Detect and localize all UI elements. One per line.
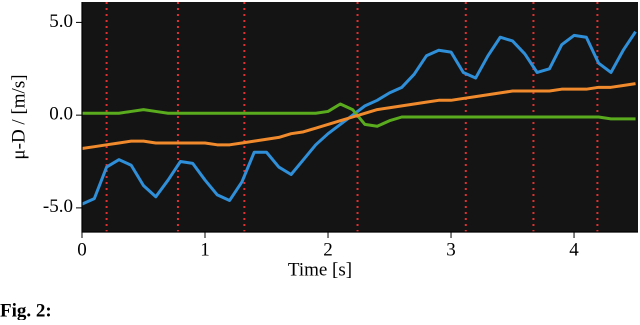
- data-line: [81, 82, 636, 151]
- data-line: [82, 102, 636, 128]
- x-tick-label: 2: [323, 239, 333, 260]
- x-tick-label: 0: [77, 239, 87, 260]
- y-axis-label: μ-D / [m/s]: [8, 74, 29, 159]
- caption: Fig. 2:: [0, 300, 52, 320]
- x-tick-label: 4: [569, 239, 579, 260]
- x-axis-label: Time [s]: [288, 259, 352, 280]
- x-tick-label: 3: [446, 239, 456, 260]
- x-tick-label: 1: [200, 239, 210, 260]
- y-tick-label: 0.0: [49, 104, 73, 125]
- data-line: [81, 30, 637, 206]
- y-tick-label: 5.0: [49, 11, 73, 32]
- y-tick-label: -5.0: [43, 196, 73, 217]
